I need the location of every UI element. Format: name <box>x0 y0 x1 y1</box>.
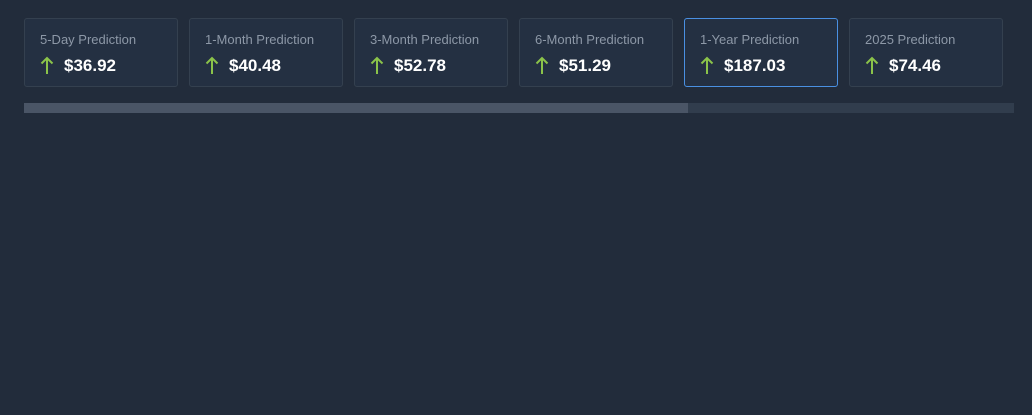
prediction-card[interactable]: 5-Day Prediction $0.00$50.00$100.00$150.0… <box>24 18 178 87</box>
prediction-cards: 5-Day Prediction $0.00$50.00$100.00$150.0… <box>24 18 1003 87</box>
card-label: 6-Month Prediction <box>535 32 645 47</box>
prediction-card[interactable]: 3-Month Prediction $52.78 <box>354 18 508 87</box>
card-value: $51.29 <box>559 56 611 75</box>
prediction-card[interactable]: 6-Month Prediction $51.29 <box>519 18 673 87</box>
card-value: $52.78 <box>394 56 446 75</box>
prediction-card[interactable]: 1-Year Prediction $187.03 <box>684 18 838 87</box>
card-label: 3-Month Prediction <box>370 32 480 47</box>
up-arrow <box>865 56 879 74</box>
card-value: $36.92 <box>64 56 116 75</box>
chart <box>0 140 1032 415</box>
scroll-track <box>24 103 1014 113</box>
card-value: $187.03 <box>724 56 786 75</box>
up-arrow <box>205 56 219 74</box>
up-arrow: $0.00$50.00$100.00$150.00$200.00$250.00$… <box>40 56 54 74</box>
card-value: $40.48 <box>229 56 281 75</box>
card-label: 5-Day Prediction <box>40 32 137 47</box>
card-label: 2025 Prediction <box>865 32 956 47</box>
up-arrow <box>370 56 384 74</box>
scroll-thumb[interactable] <box>24 103 688 113</box>
card-label: 1-Month Prediction <box>205 32 315 47</box>
card-label: 1-Year Prediction <box>700 32 800 47</box>
up-arrow <box>700 56 714 74</box>
up-arrow <box>535 56 549 74</box>
prediction-card[interactable]: 1-Month Prediction $40.48 <box>189 18 343 87</box>
prediction-card[interactable]: 2025 Prediction $74.46 <box>849 18 1003 87</box>
card-value: $74.46 <box>889 56 941 75</box>
